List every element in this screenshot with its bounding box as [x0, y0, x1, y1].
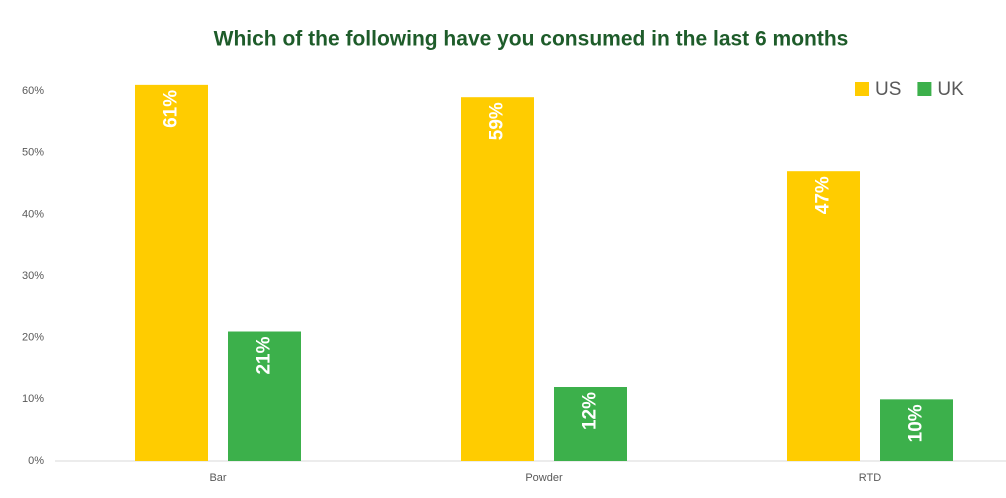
legend-swatch [917, 82, 932, 96]
y-tick-label: 50% [22, 147, 44, 159]
bar [787, 171, 860, 461]
chart-title: Which of the following have you consumed… [214, 28, 849, 51]
y-tick-label: 10% [22, 393, 44, 405]
value-label: 61% [161, 90, 182, 128]
y-tick-label: 20% [22, 332, 44, 344]
value-label: 10% [906, 404, 927, 442]
y-tick-label: 40% [22, 208, 44, 220]
value-label: 21% [254, 336, 275, 374]
bar [135, 84, 208, 462]
value-label: 12% [580, 392, 601, 430]
value-label: 59% [487, 102, 508, 140]
legend-swatch [855, 82, 869, 96]
value-label: 47% [813, 176, 834, 214]
bar [461, 97, 534, 461]
x-tick-label: RTD [859, 472, 881, 484]
bar [228, 331, 301, 461]
legend-label: US [875, 79, 901, 100]
x-tick-label: Bar [209, 472, 226, 484]
y-tick-label: 30% [22, 270, 44, 282]
bar [554, 387, 627, 461]
x-tick-label: Powder [525, 472, 563, 484]
y-tick-label: 60% [22, 85, 44, 97]
bar [880, 399, 953, 461]
legend-label: UK [937, 79, 964, 100]
y-tick-label: 0% [28, 455, 44, 467]
